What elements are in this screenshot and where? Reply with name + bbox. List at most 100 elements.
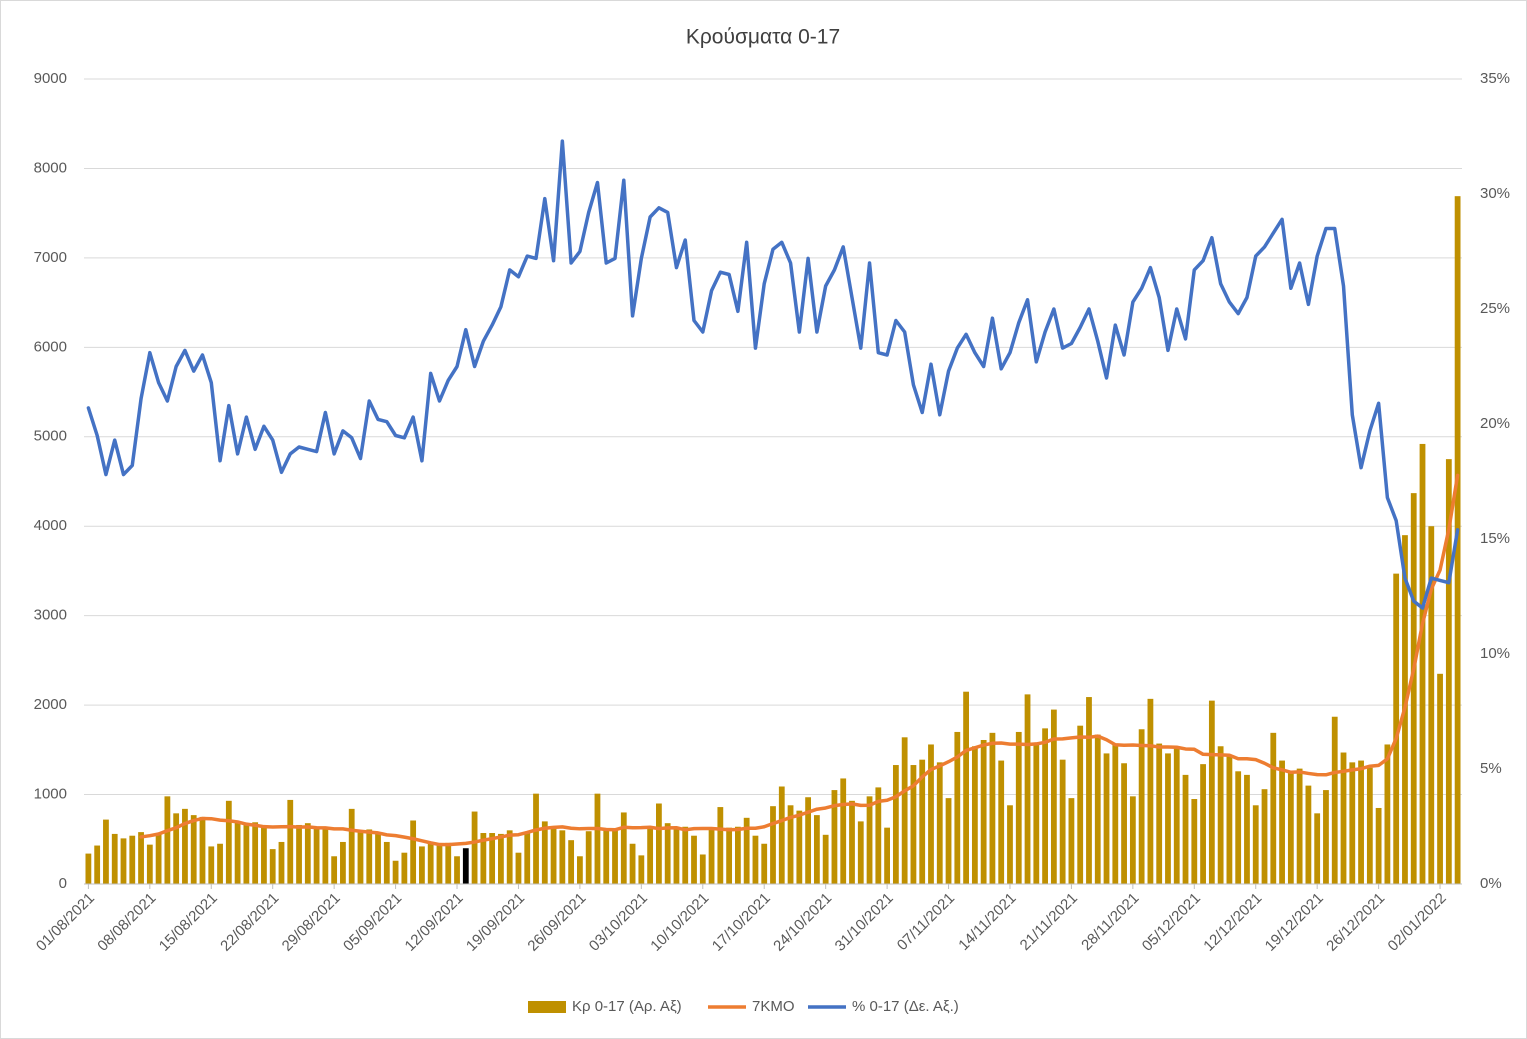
- bar: [1305, 785, 1312, 884]
- bar: [524, 833, 531, 884]
- bar: [752, 835, 759, 884]
- y-tick-label: 9000: [34, 70, 67, 87]
- bar: [392, 860, 399, 884]
- bar: [603, 828, 610, 884]
- y2-tick-label: 10%: [1480, 645, 1510, 662]
- bar: [357, 832, 364, 884]
- bar: [287, 799, 294, 884]
- bar: [691, 835, 697, 884]
- bar: [1173, 746, 1180, 884]
- bar: [146, 844, 153, 884]
- y-tick-label: 2000: [34, 696, 67, 713]
- bar: [998, 760, 1005, 884]
- bar: [1279, 760, 1285, 884]
- bar: [778, 786, 785, 884]
- bar: [734, 826, 741, 884]
- bar: [1437, 673, 1443, 884]
- bar: [656, 803, 662, 884]
- bar: [489, 833, 496, 884]
- bar: [164, 796, 171, 884]
- bar: [533, 793, 539, 884]
- y-tick-label: 5000: [34, 428, 67, 445]
- bar: [787, 805, 794, 884]
- bar: [919, 759, 926, 884]
- bar: [620, 812, 627, 884]
- bar: [322, 827, 329, 884]
- bar: [515, 852, 522, 884]
- bar: [1147, 698, 1154, 884]
- y2-tick-label: 25%: [1480, 300, 1510, 317]
- legend-label: Κρ 0-17 (Αρ. Αξ): [572, 998, 682, 1015]
- bar: [1252, 805, 1259, 884]
- bar: [1331, 716, 1338, 884]
- bar: [638, 855, 645, 884]
- bar: [594, 793, 601, 884]
- bar: [1410, 493, 1417, 884]
- bar: [699, 854, 706, 884]
- bar: [234, 821, 241, 884]
- bar: [261, 826, 267, 884]
- bar: [85, 853, 92, 884]
- bar: [454, 856, 460, 884]
- bar: [840, 778, 847, 884]
- bar: [1007, 805, 1013, 884]
- bar: [498, 833, 504, 884]
- bar: [427, 843, 434, 884]
- bar: [857, 821, 864, 884]
- bar: [796, 810, 803, 884]
- bar: [1393, 573, 1400, 884]
- y-tick-label: 4000: [34, 517, 67, 534]
- bar: [471, 811, 478, 884]
- bar: [1314, 813, 1321, 884]
- y2-tick-label: 15%: [1480, 530, 1510, 547]
- bar: [401, 852, 408, 884]
- bar: [1068, 798, 1075, 884]
- bar: [743, 817, 750, 884]
- line-series: [139, 473, 1460, 847]
- bar: [849, 800, 855, 884]
- bar: [208, 846, 215, 884]
- bar: [366, 829, 373, 884]
- bar: [462, 848, 469, 884]
- bar: [936, 762, 943, 884]
- bar: [1042, 728, 1048, 884]
- bar: [1349, 762, 1356, 884]
- y-tick-label: 8000: [34, 159, 67, 176]
- bar: [1138, 729, 1145, 884]
- bar: [682, 826, 689, 884]
- bar: [1094, 734, 1101, 884]
- bar: [383, 841, 390, 884]
- bar: [480, 833, 487, 884]
- bar: [1358, 760, 1364, 884]
- bar: [1419, 443, 1426, 884]
- bar: [629, 843, 636, 884]
- y-tick-label: 3000: [34, 607, 67, 624]
- bar: [445, 842, 452, 884]
- bar: [129, 835, 136, 884]
- bar: [1077, 725, 1084, 884]
- bar: [831, 790, 838, 884]
- legend-label: % 0-17 (Δε. Αξ.): [852, 998, 959, 1015]
- bar: [410, 820, 417, 884]
- bar: [1165, 753, 1171, 884]
- bar: [963, 691, 969, 884]
- bar: [1182, 774, 1189, 884]
- bar: [550, 826, 557, 884]
- bar: [945, 798, 952, 884]
- bar: [1375, 807, 1382, 884]
- bar: [111, 833, 118, 884]
- y2-tick-label: 5%: [1480, 760, 1502, 777]
- bar: [1445, 459, 1452, 884]
- bar: [884, 827, 890, 884]
- bar: [568, 840, 575, 884]
- bar: [340, 841, 346, 884]
- bar: [173, 813, 180, 884]
- bar: [910, 765, 917, 884]
- legend-label: 7ΚΜΟ: [752, 998, 795, 1015]
- bar: [1428, 526, 1435, 884]
- bar: [103, 819, 109, 884]
- bar: [1200, 764, 1206, 884]
- bar: [436, 845, 443, 884]
- bar: [1112, 744, 1119, 884]
